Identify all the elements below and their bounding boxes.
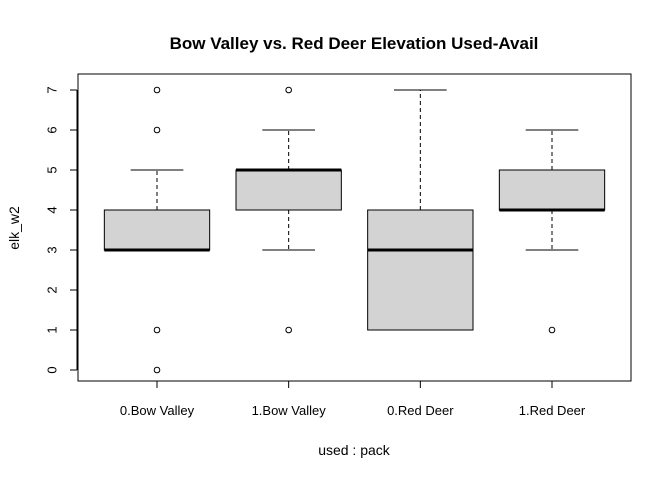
box-iqr: [367, 209, 474, 331]
outlier-point: [153, 86, 161, 94]
y-tick-label: 7: [44, 86, 59, 93]
x-axis: 0.Bow Valley 1.Bow Valley 0.Red Deer 1.Red …: [120, 380, 586, 418]
y-tick-label: 4: [44, 206, 59, 213]
y-tick-label: 3: [44, 246, 59, 253]
x-tick-label: 0.Red Deer: [387, 403, 454, 418]
outlier-point: [153, 126, 161, 134]
y-tick-label: 0: [44, 366, 59, 373]
outlier-point: [285, 326, 292, 334]
outlier-point: [548, 326, 556, 334]
box-group: [235, 86, 342, 334]
x-axis-label: used : pack: [318, 442, 391, 458]
outlier-point: [153, 366, 161, 374]
plot-layer: [103, 86, 606, 374]
outlier-point: [285, 86, 292, 94]
box-group: [103, 86, 211, 374]
box-iqr: [235, 169, 342, 211]
y-tick-label: 5: [44, 166, 59, 173]
y-tick-label: 2: [44, 286, 59, 293]
outlier-point: [153, 326, 161, 334]
box-group: [367, 89, 474, 331]
box-group: [498, 129, 606, 334]
x-tick-label: 1.Bow Valley: [252, 403, 327, 418]
y-axis-label: elk_w2: [6, 206, 22, 250]
x-tick-label: 1.Red Deer: [519, 403, 586, 418]
x-tick-label: 0.Bow Valley: [120, 403, 195, 418]
chart-title: Bow Valley vs. Red Deer Elevation Used-A…: [170, 34, 539, 53]
y-axis: 0 1 2 3 4 5 6 7: [44, 86, 78, 374]
box-iqr: [103, 209, 211, 251]
box-iqr: [498, 169, 606, 211]
y-tick-label: 1: [44, 326, 59, 333]
y-tick-label: 6: [44, 126, 59, 133]
